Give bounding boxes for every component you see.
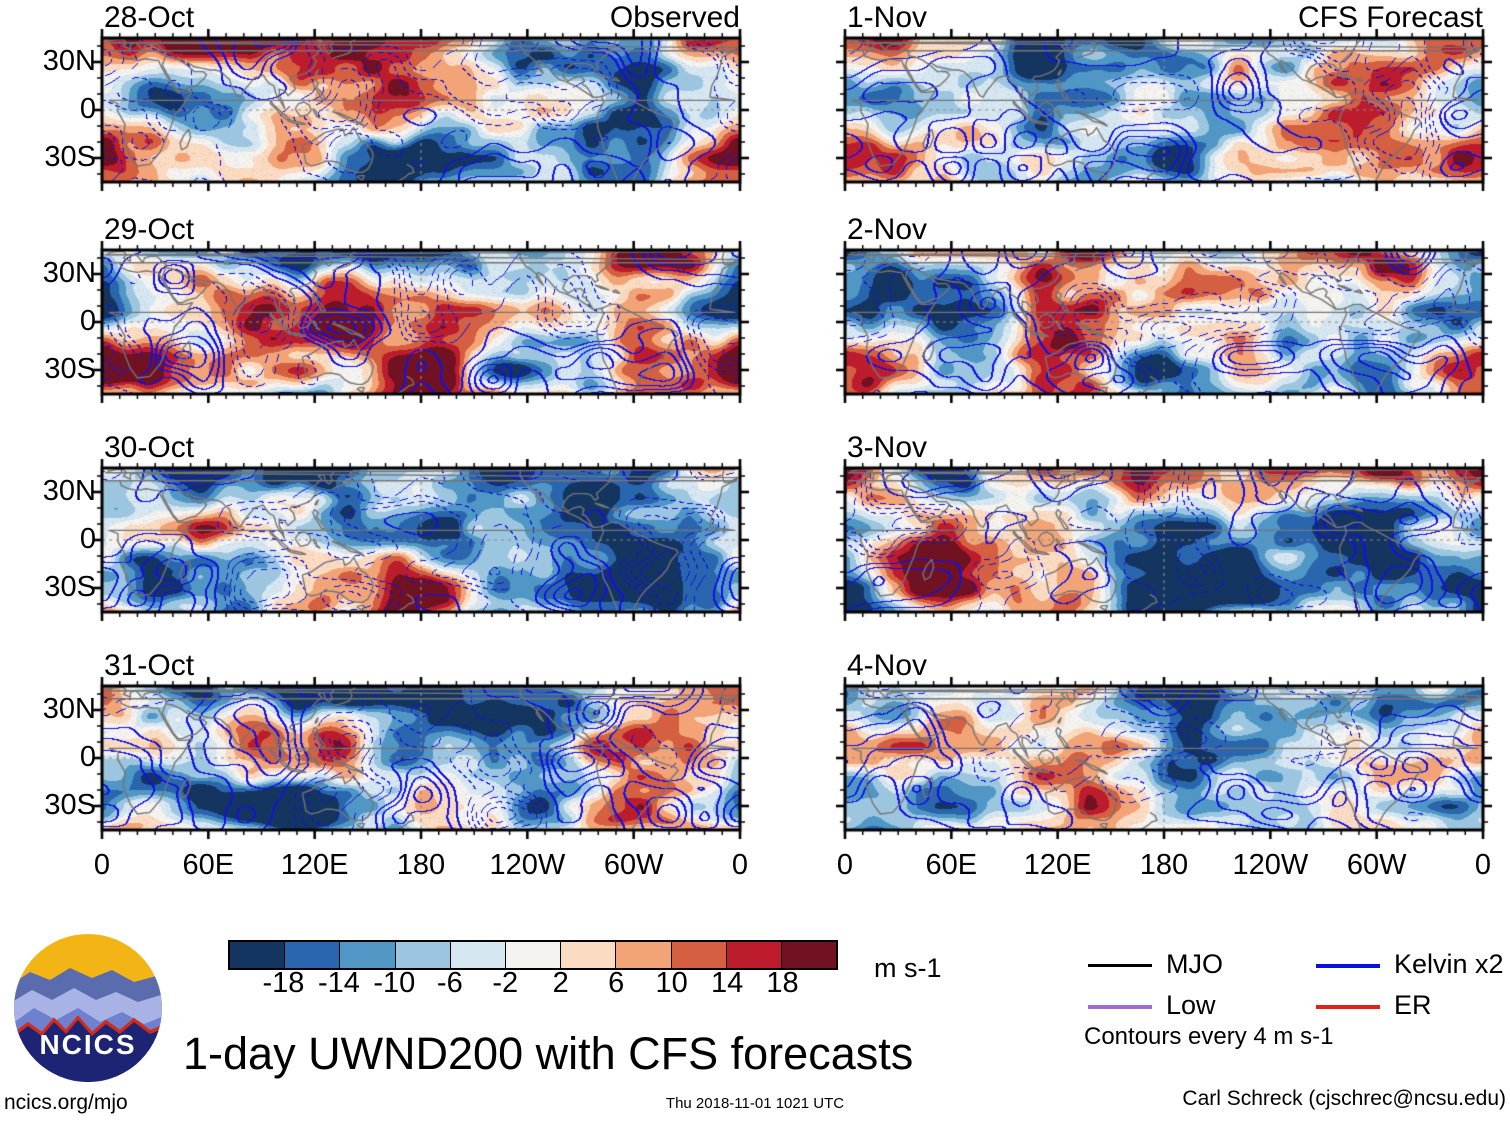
colorbar-tick-label: -18	[262, 967, 305, 999]
y-tick-label: 30N	[42, 45, 96, 77]
colorbar-tick-label: -14	[317, 967, 360, 999]
column-title-observed: Observed	[609, 1, 740, 34]
y-tick-label: 30N	[42, 693, 96, 725]
y-tick-label: 30S	[44, 571, 96, 603]
footer-timestamp: Thu 2018-11-01 1021 UTC	[665, 1095, 845, 1112]
y-tick-label: 0	[79, 741, 96, 773]
panel-date-label: 1-Nov	[847, 1, 928, 34]
colorbar-segment	[284, 942, 340, 968]
colorbar-segment	[339, 942, 395, 968]
x-tick-label: 120E	[1023, 849, 1092, 881]
legend-line-swatch	[1316, 1005, 1380, 1009]
y-tick-label: 30S	[44, 141, 96, 173]
colorbar-tick-label: 2	[552, 967, 569, 999]
map-panel	[831, 672, 1497, 844]
x-tick-label: 60E	[182, 849, 235, 881]
map-canvas	[88, 236, 754, 408]
column-title-cfs-forecast: CFS Forecast	[1297, 1, 1483, 34]
map-canvas	[831, 454, 1497, 626]
map-canvas	[88, 24, 754, 196]
colorbar	[228, 940, 838, 970]
x-tick-label: 180	[1139, 849, 1189, 881]
colorbar-segment	[394, 942, 450, 968]
panel-date-label: 30-Oct	[104, 431, 195, 464]
colorbar-segment	[670, 942, 726, 968]
colorbar-segment	[230, 942, 285, 968]
map-panel	[88, 236, 754, 408]
x-tick-label: 120E	[280, 849, 349, 881]
logo-ridge-line	[14, 1015, 162, 1038]
y-tick-label: 30N	[42, 475, 96, 507]
x-tick-label: 120W	[489, 849, 566, 881]
colorbar-tick-label: -2	[492, 967, 519, 999]
logo-base	[14, 1020, 162, 1082]
figure-title: 1-day UWND200 with CFS forecasts	[183, 1028, 914, 1079]
colorbar-units-label: m s-1	[874, 953, 942, 983]
legend-line-swatch	[1088, 1005, 1152, 1009]
colorbar-segment	[560, 942, 616, 968]
panel-date-label: 29-Oct	[104, 213, 195, 246]
colorbar-segment	[449, 942, 505, 968]
panel-date-label: 28-Oct	[104, 1, 195, 34]
colorbar-tick-label: 14	[710, 967, 744, 999]
x-tick-label: 0	[836, 849, 854, 881]
map-panel	[88, 672, 754, 844]
y-tick-label: 0	[79, 305, 96, 337]
x-tick-label: 60W	[1346, 849, 1407, 881]
legend-note: Contours every 4 m s-1	[1084, 1023, 1334, 1050]
y-tick-label: 0	[79, 93, 96, 125]
colorbar-tick-label: -10	[373, 967, 416, 999]
map-canvas	[831, 236, 1497, 408]
map-panel	[88, 454, 754, 626]
x-tick-label: 0	[731, 849, 749, 881]
y-tick-label: 0	[79, 523, 96, 555]
panel-date-label: 31-Oct	[104, 649, 195, 682]
legend-line-swatch	[1088, 964, 1152, 967]
panel-date-label: 2-Nov	[847, 213, 928, 246]
colorbar-tick-label: 10	[655, 967, 688, 999]
legend-item-label: Low	[1166, 990, 1216, 1020]
map-panel	[831, 24, 1497, 196]
map-canvas	[831, 672, 1497, 844]
map-panel	[831, 454, 1497, 626]
legend-item-label: MJO	[1166, 949, 1223, 979]
panel-date-label: 3-Nov	[847, 431, 928, 464]
x-tick-label: 180	[396, 849, 446, 881]
y-tick-label: 30N	[42, 257, 96, 289]
x-tick-label: 0	[1474, 849, 1492, 881]
colorbar-tick-label: 6	[608, 967, 625, 999]
panel-date-label: 4-Nov	[847, 649, 928, 682]
colorbar-segment	[504, 942, 561, 968]
x-tick-label: 60E	[925, 849, 978, 881]
x-tick-label: 0	[93, 849, 111, 881]
legend-line-swatch	[1316, 964, 1380, 968]
colorbar-segment	[780, 942, 837, 968]
map-canvas	[88, 454, 754, 626]
logo-text: NCICS	[39, 1029, 136, 1060]
y-tick-label: 30S	[44, 353, 96, 385]
ncics-logo: NCICS	[14, 934, 162, 1082]
colorbar-tick-label: 18	[766, 967, 799, 999]
colorbar-segment	[615, 942, 671, 968]
legend-item-label: ER	[1394, 990, 1432, 1020]
colorbar-tick-label: -6	[436, 967, 463, 999]
map-panel	[88, 24, 754, 196]
map-canvas	[88, 672, 754, 844]
map-canvas	[831, 24, 1497, 196]
colorbar-segment	[725, 942, 781, 968]
map-panel	[831, 236, 1497, 408]
footer-url[interactable]: ncics.org/mjo	[4, 1091, 128, 1114]
x-tick-label: 60W	[603, 849, 664, 881]
legend-item-label: Kelvin x2	[1394, 949, 1504, 979]
y-tick-label: 30S	[44, 789, 96, 821]
x-tick-label: 120W	[1232, 849, 1309, 881]
footer-credit: Carl Schreck (cjschrec@ncsu.edu)	[1182, 1087, 1506, 1110]
